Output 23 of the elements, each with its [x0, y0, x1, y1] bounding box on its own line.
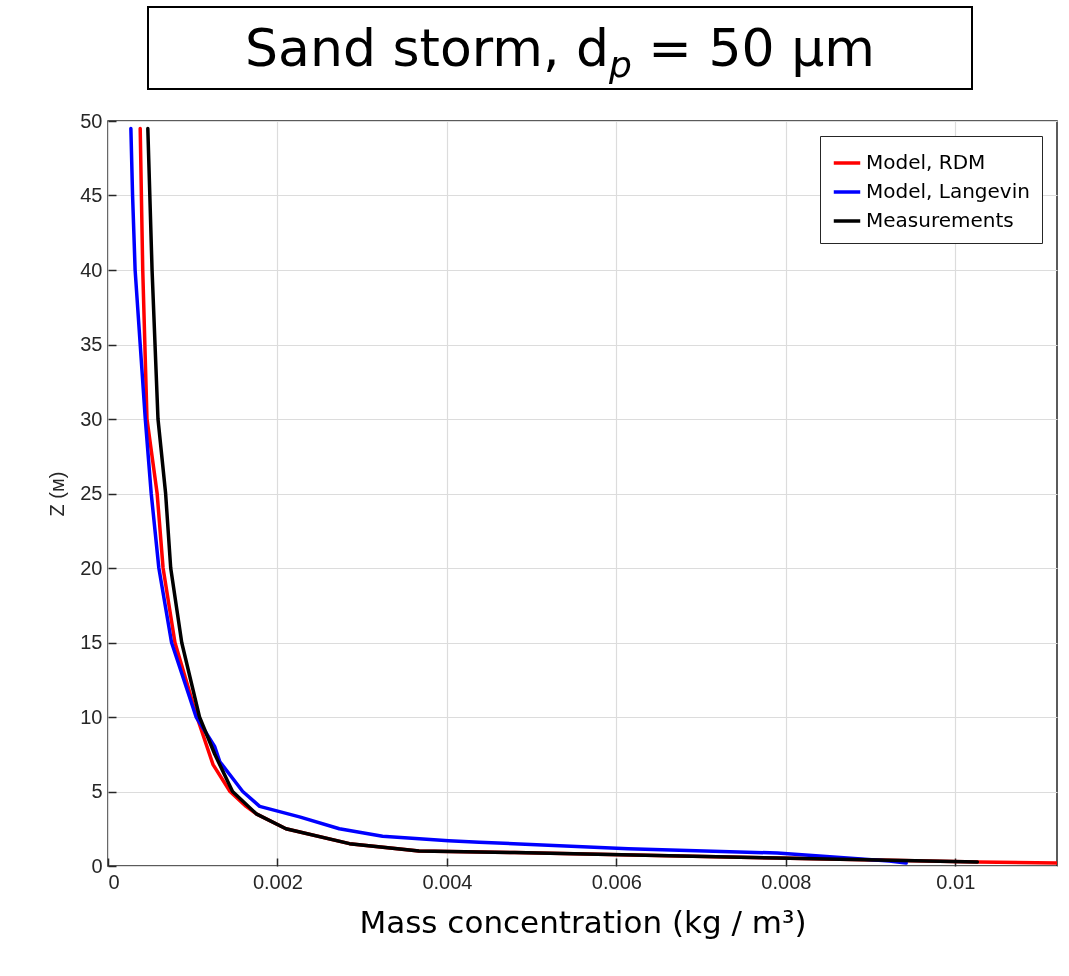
x-tick-label: 0.006 — [591, 870, 642, 893]
y-tick-label: 10 — [80, 705, 103, 728]
x-axis-title: Mass concentration (kg / m³) — [359, 903, 807, 940]
y-tick-label: 40 — [80, 258, 103, 281]
x-tick-label: 0.004 — [422, 870, 473, 893]
y-tick-label: 25 — [80, 482, 103, 504]
y-tick-label: 20 — [80, 556, 103, 579]
y-axis-title: Z (м) — [46, 471, 69, 517]
y-tick-label: 5 — [91, 780, 103, 802]
y-tick-label: 15 — [80, 631, 103, 653]
x-tick-label: 0.008 — [761, 870, 812, 893]
chart-title: Sand storm, d$_{p}$ = 50 µm — [147, 6, 973, 90]
y-tick-label: 0 — [91, 854, 103, 877]
legend-label: Model, Langevin — [866, 179, 1030, 203]
y-tick-label: 30 — [80, 407, 103, 430]
legend-label: Model, RDM — [866, 150, 986, 174]
x-tick-label: 0.002 — [252, 870, 303, 893]
x-tick-label: 0 — [108, 870, 120, 893]
y-tick-label: 35 — [80, 333, 103, 355]
y-tick-label: 50 — [80, 109, 103, 132]
legend-label: Measurements — [866, 208, 1014, 232]
x-tick-label: 0.01 — [936, 870, 976, 893]
y-tick-label: 45 — [80, 184, 103, 206]
